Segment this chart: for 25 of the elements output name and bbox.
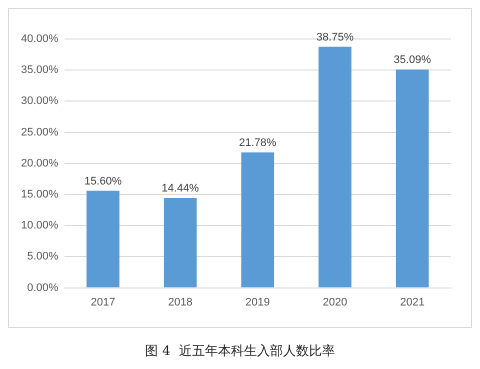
y-tick-label: 20.00% xyxy=(20,157,59,170)
y-tick-label: 40.00% xyxy=(20,33,59,46)
bar xyxy=(396,70,429,288)
bar xyxy=(164,198,197,288)
data-label: 15.60% xyxy=(84,175,122,188)
y-tick-label: 25.00% xyxy=(20,126,59,138)
x-tick-label: 2021 xyxy=(400,296,425,308)
text: 图 4 近五年本科生入部人数比率 xyxy=(144,343,336,360)
x-tick-label: 2019 xyxy=(245,296,270,308)
data-label: 14.44% xyxy=(162,182,200,195)
y-tick-label: 35.00% xyxy=(20,64,59,76)
data-label: 38.75% xyxy=(316,31,354,44)
y-tick-label: 10.00% xyxy=(20,220,59,232)
y-tick-label: 30.00% xyxy=(20,95,59,108)
x-tick-label: 2020 xyxy=(322,296,348,308)
y-tick-label: 15.00% xyxy=(20,188,59,201)
x-tick-label: 2017 xyxy=(90,296,116,308)
bar xyxy=(318,46,352,288)
data-label: 35.09% xyxy=(394,54,432,66)
bar xyxy=(86,190,120,288)
bar xyxy=(241,152,274,288)
x-tick-label: 2018 xyxy=(168,296,193,308)
data-label: 21.78% xyxy=(239,136,277,149)
y-tick-label: 0.00% xyxy=(27,282,59,294)
y-tick-label: 5.00% xyxy=(27,250,59,263)
